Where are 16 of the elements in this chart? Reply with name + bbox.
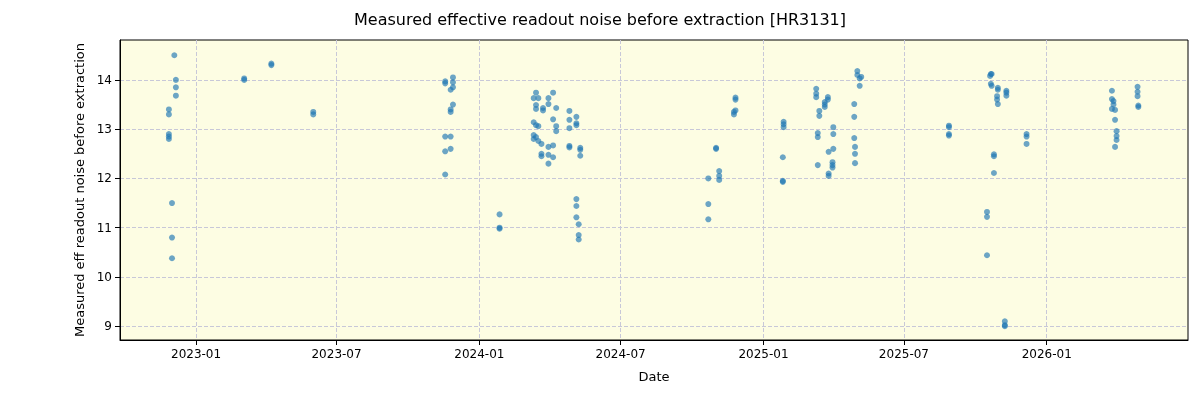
y-tick-label: 12 bbox=[96, 171, 112, 186]
y-tick-label: 9 bbox=[104, 319, 112, 334]
x-tick-label: 2025-01 bbox=[738, 347, 789, 361]
x-tick-label: 2023-01 bbox=[170, 347, 222, 361]
x-tick-label: 2025-07 bbox=[878, 347, 929, 361]
x-tick-label: 2024-07 bbox=[595, 347, 646, 361]
y-tick-label: 10 bbox=[96, 269, 112, 284]
y-tick-label: 14 bbox=[96, 72, 112, 87]
x-axis-title: Date bbox=[638, 369, 670, 384]
y-tick-label: 13 bbox=[96, 122, 112, 137]
y-tick-label: 11 bbox=[96, 220, 112, 235]
x-tick-label: 2026-01 bbox=[1021, 347, 1072, 361]
y-axis-title: Measured eff readout noise before extraction bbox=[71, 42, 87, 338]
chart-title: Measured effective readout noise before extraction [HR3131] bbox=[354, 9, 846, 29]
x-tick-label: 2023-07 bbox=[311, 347, 362, 361]
x-tick-label: 2024-01 bbox=[454, 347, 505, 361]
